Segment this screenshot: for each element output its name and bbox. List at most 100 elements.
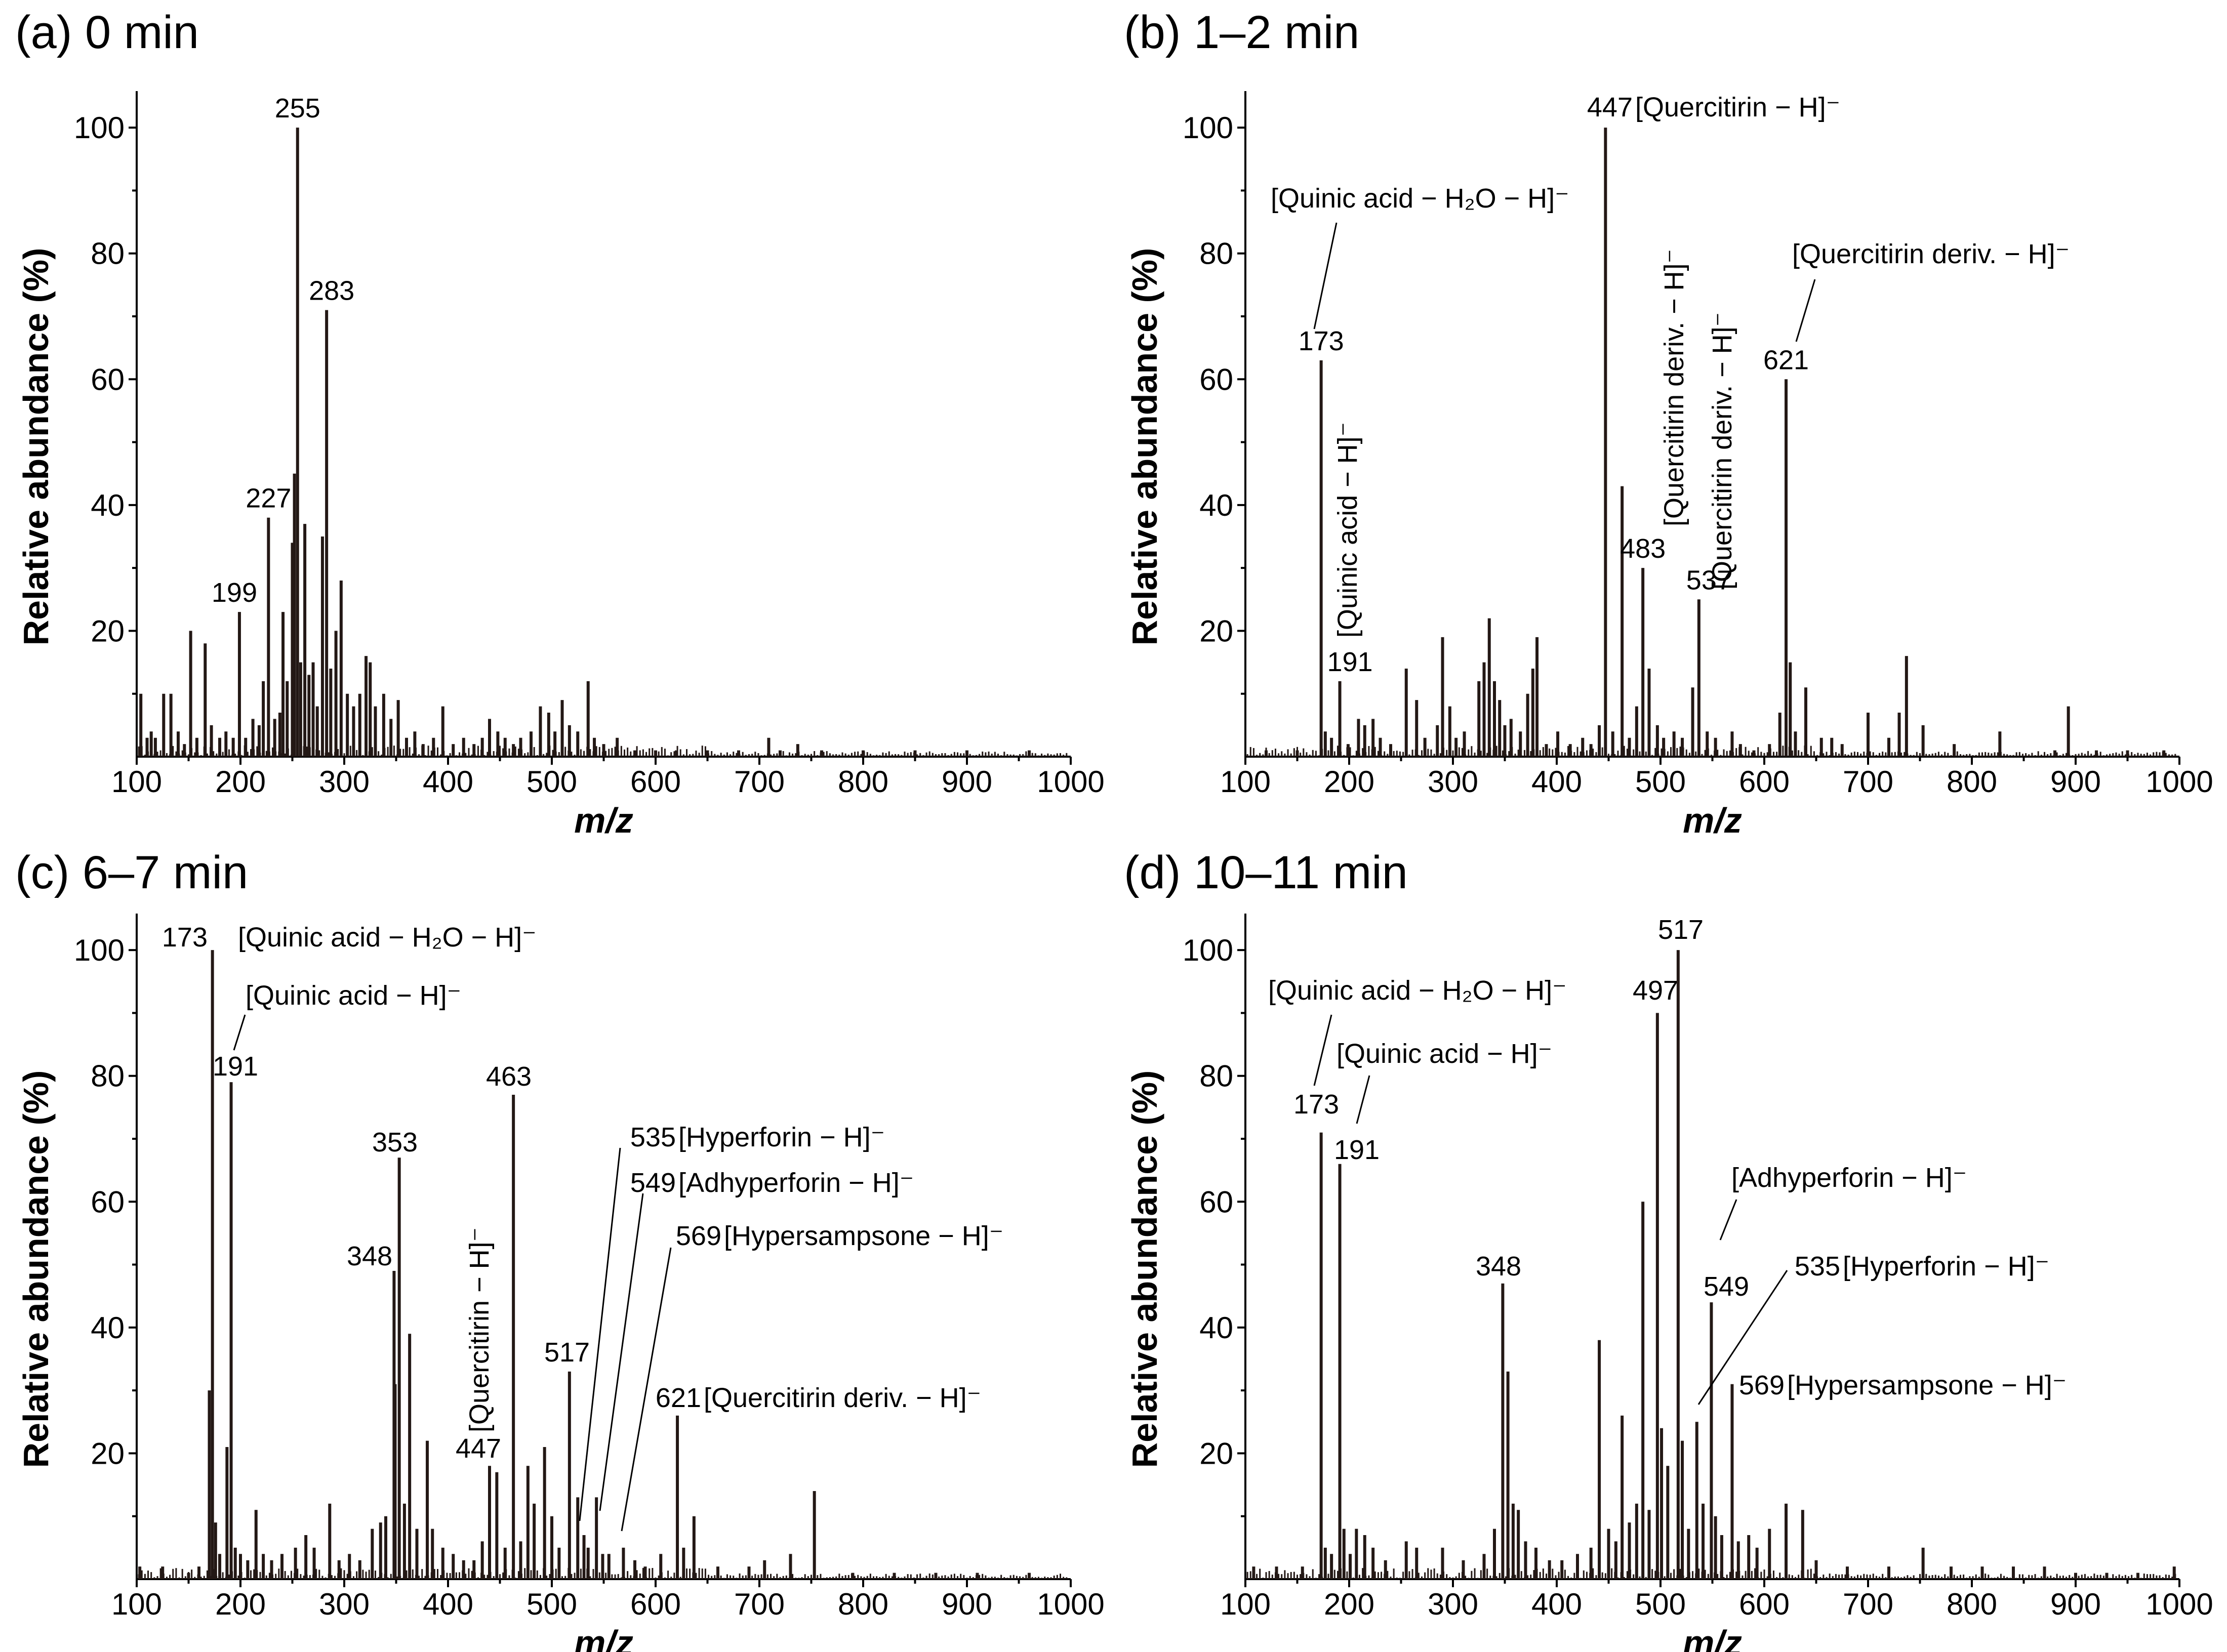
panel-d-peak-label: 173 xyxy=(1293,1089,1339,1120)
panel-b-y-tick-label: 100 xyxy=(1183,111,1233,145)
panel-a-peak-label: 199 xyxy=(212,577,257,608)
panel-b-y-tick-label: 40 xyxy=(1199,488,1233,522)
panel-d-x-tick-label: 300 xyxy=(1428,1587,1478,1621)
panel-c-x-tick-label: 1000 xyxy=(1037,1587,1104,1621)
panel-c-peak-label: 173 xyxy=(162,922,208,953)
panel-d-x-tick-label: 900 xyxy=(2050,1587,2101,1621)
panel-b-x-tick-label: 1000 xyxy=(2145,765,2213,799)
panel-b-annotation: [Quercitirin deriv. − H]⁻ xyxy=(1792,239,2070,269)
panel-b-x-tick-label: 900 xyxy=(2050,765,2101,799)
panel-c-x-tick-label: 900 xyxy=(942,1587,992,1621)
panel-d-annotation: [Hypersampsone − H]⁻ xyxy=(1787,1370,2067,1400)
panel-a-x-tick-label: 200 xyxy=(215,765,266,799)
panel-c-y-tick-label: 20 xyxy=(91,1436,125,1470)
panel-b-x-tick-label: 700 xyxy=(1843,765,1893,799)
panel-d-x-tick-label: 800 xyxy=(1947,1587,1997,1621)
panel-b-x-tick-label: 400 xyxy=(1531,765,1582,799)
panel-c-leader-line xyxy=(599,1193,644,1511)
panel-b-y-axis-label: Relative abundance (%) xyxy=(1125,248,1164,646)
panel-d-x-tick-label: 400 xyxy=(1531,1587,1582,1621)
panel-d-annotation: [Hyperforin − H]⁻ xyxy=(1843,1251,2049,1282)
panel-a-x-tick-label: 900 xyxy=(942,765,992,799)
panel-c-annotation: [Hypersampsone − H]⁻ xyxy=(724,1221,1003,1251)
panel-c-peak-label: 463 xyxy=(486,1061,532,1092)
panel-d-peak-label: 549 xyxy=(1704,1271,1749,1302)
panel-b-title: (b) 1–2 min xyxy=(1124,7,1359,58)
panel-d-annotation: [Quinic acid − H₂O − H]⁻ xyxy=(1268,975,1567,1006)
panel-c-x-tick-label: 600 xyxy=(630,1587,681,1621)
panel-d-x-tick-label: 600 xyxy=(1739,1587,1790,1621)
panel-c-x-tick-label: 800 xyxy=(838,1587,888,1621)
panel-a-peak-label: 255 xyxy=(275,93,320,123)
panel-b-peak-label: 191 xyxy=(1327,647,1372,677)
panel-b-peak-label: 537 xyxy=(1686,565,1732,595)
panel-b-x-tick-label: 100 xyxy=(1220,765,1271,799)
panel-d-x-tick-label: 100 xyxy=(1220,1587,1271,1621)
panel-c-peak-label: 549 xyxy=(630,1168,676,1198)
panel-b-y-tick-label: 80 xyxy=(1199,237,1233,271)
panel-a-title: (a) 0 min xyxy=(15,7,199,58)
panel-b-annotation: [Quercitirin − H]⁻ xyxy=(1635,92,1840,122)
panel-c-annotation: [Quercitirin − H]⁻ xyxy=(464,1227,495,1432)
panel-d-title: (d) 10–11 min xyxy=(1124,847,1408,898)
panel-d-leader-line xyxy=(1697,1270,1788,1405)
panel-c-leader-line xyxy=(233,1014,246,1051)
panel-c-leader-line xyxy=(579,1147,621,1521)
panel-d-x-tick-label: 700 xyxy=(1843,1587,1893,1621)
panel-a-x-tick-label: 500 xyxy=(527,765,577,799)
panel-b-x-tick-label: 800 xyxy=(1947,765,1997,799)
panel-d-annotation: [Quinic acid − H]⁻ xyxy=(1337,1039,1552,1069)
panel-c-title: (c) 6–7 min xyxy=(15,847,248,898)
panel-a-x-tick-label: 400 xyxy=(423,765,473,799)
panel-a-peak-label: 283 xyxy=(309,276,354,306)
panel-d-leader-line xyxy=(1356,1075,1370,1124)
panel-c-y-tick-label: 100 xyxy=(74,933,125,967)
panel-b-annotation: [Quinic acid − H]⁻ xyxy=(1332,422,1363,638)
panel-c-x-tick-label: 500 xyxy=(527,1587,577,1621)
panel-c-annotation: [Quercitirin deriv. − H]⁻ xyxy=(704,1383,981,1413)
panel-c-peak-label: 535 xyxy=(630,1122,676,1152)
panel-d-y-tick-label: 80 xyxy=(1199,1059,1233,1093)
panel-b-peak-label: 173 xyxy=(1299,326,1344,356)
panel-d-peak-label: 191 xyxy=(1334,1135,1380,1165)
panel-d-leader-line xyxy=(1719,1199,1737,1241)
panel-a-x-tick-label: 700 xyxy=(734,765,785,799)
panel-a-y-tick-label: 60 xyxy=(91,362,125,396)
panel-d-y-tick-label: 40 xyxy=(1199,1311,1233,1345)
panel-d-peak-label: 569 xyxy=(1739,1370,1785,1400)
panel-d-leader-line xyxy=(1313,1014,1332,1086)
panel-c-annotation: [Hyperforin − H]⁻ xyxy=(678,1122,885,1152)
panel-a-x-tick-label: 1000 xyxy=(1037,765,1104,799)
panel-c-peak-label: 353 xyxy=(372,1127,418,1158)
panel-c-x-tick-label: 700 xyxy=(734,1587,785,1621)
panel-d-peak-label: 517 xyxy=(1658,915,1704,945)
panel-c-x-tick-label: 400 xyxy=(423,1587,473,1621)
panel-c-peak-label: 621 xyxy=(656,1383,701,1413)
panel-a-y-tick-label: 40 xyxy=(91,488,125,522)
panel-c-peak-label: 447 xyxy=(456,1433,501,1464)
panel-b-peak-label: 483 xyxy=(1620,533,1666,564)
panel-b-x-tick-label: 500 xyxy=(1635,765,1686,799)
panel-d-peak-label: 535 xyxy=(1795,1251,1840,1282)
panel-b-leader-line xyxy=(1313,222,1338,329)
panel-c-y-tick-label: 60 xyxy=(91,1185,125,1219)
panel-c-chart: (c) 6–7 min 100 200 300 400 500 600 700 800 900 10… xyxy=(15,847,1105,1652)
panel-a-y-axis-label: Relative abundance (%) xyxy=(16,248,56,646)
panel-b-y-tick-label: 20 xyxy=(1199,614,1233,648)
panel-a-chart: (a) 0 min 100 200 300 400 500 600 700 800 900 1000… xyxy=(15,7,1105,840)
panel-c-peak-label: 191 xyxy=(213,1051,258,1082)
panel-d-peak-label: 348 xyxy=(1476,1251,1521,1282)
panel-a-y-tick-label: 20 xyxy=(91,614,125,648)
panel-b-peak-label: 621 xyxy=(1763,345,1809,375)
panel-a-x-tick-label: 600 xyxy=(630,765,681,799)
panel-b-x-tick-label: 300 xyxy=(1428,765,1478,799)
panel-d-y-tick-label: 20 xyxy=(1199,1436,1233,1470)
panel-d-y-tick-label: 60 xyxy=(1199,1185,1233,1219)
panel-d-chart: (d) 10–11 min 100 200 300 400 500 600 700 800 900… xyxy=(1124,847,2213,1652)
panel-a-x-axis-label: m/z xyxy=(574,801,633,840)
panel-a-x-tick-label: 100 xyxy=(111,765,162,799)
panel-a-x-tick-label: 300 xyxy=(319,765,370,799)
panel-d-peak-label: 497 xyxy=(1633,975,1678,1006)
panel-b-x-axis-label: m/z xyxy=(1683,801,1742,840)
